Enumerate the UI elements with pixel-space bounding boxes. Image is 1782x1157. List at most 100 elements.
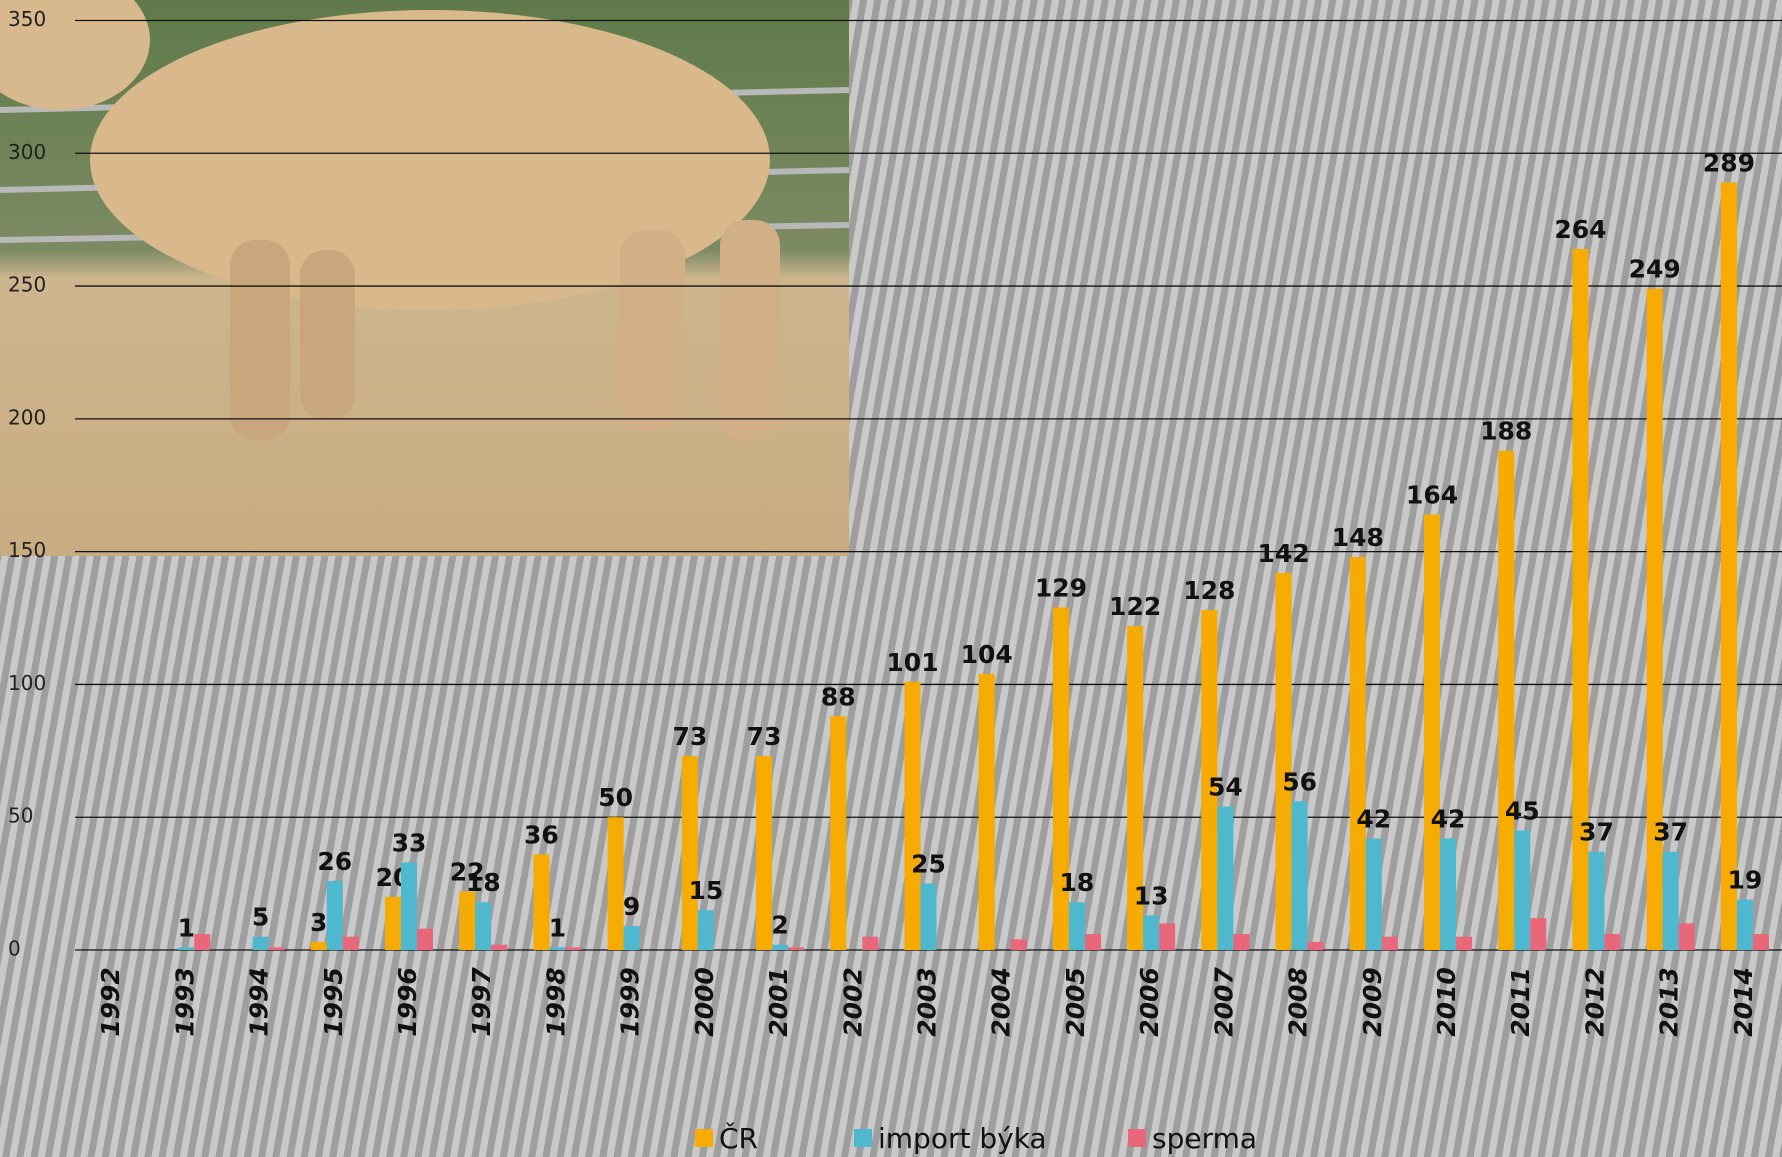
y-tick-label: 300 — [8, 140, 46, 164]
bar — [1737, 900, 1753, 950]
chart: 0501001502002503003501992199311994519953… — [0, 0, 1782, 1157]
data-label: 18 — [466, 868, 501, 897]
data-label: 73 — [672, 722, 707, 751]
bar — [1440, 838, 1456, 950]
bar — [788, 947, 804, 950]
data-label: 249 — [1629, 255, 1681, 284]
data-label: 188 — [1480, 417, 1532, 446]
data-label: 128 — [1183, 576, 1235, 605]
bar — [756, 756, 772, 950]
bar — [194, 934, 210, 950]
bar — [1382, 937, 1398, 950]
data-label: 289 — [1703, 148, 1755, 177]
legend-swatch — [1128, 1129, 1146, 1147]
data-label: 36 — [524, 820, 559, 849]
x-tick-label: 2005 — [1061, 967, 1090, 1037]
bar — [475, 902, 491, 950]
x-tick-label: 1995 — [319, 967, 348, 1037]
legend-label: ČR — [719, 1121, 758, 1155]
y-tick-label: 350 — [8, 7, 46, 31]
bar — [311, 942, 327, 950]
bar — [698, 910, 714, 950]
data-label: 37 — [1653, 818, 1688, 847]
bar — [921, 884, 937, 950]
x-tick-label: 2009 — [1358, 967, 1387, 1037]
data-label: 148 — [1332, 523, 1384, 552]
y-tick-label: 250 — [8, 273, 46, 297]
bar — [1308, 942, 1324, 950]
data-label: 25 — [911, 850, 946, 879]
y-tick-label: 50 — [8, 804, 33, 828]
bar — [1663, 852, 1679, 950]
legend-swatch — [695, 1129, 713, 1147]
data-label: 54 — [1208, 773, 1243, 802]
bar — [1366, 838, 1382, 950]
data-label: 88 — [821, 682, 856, 711]
bar — [1753, 934, 1769, 950]
bar — [533, 854, 549, 950]
bar — [624, 926, 640, 950]
bar — [1456, 937, 1472, 950]
data-label: 18 — [1060, 868, 1095, 897]
legend-swatch — [854, 1129, 872, 1147]
bar — [565, 947, 581, 950]
bar — [417, 929, 433, 950]
x-tick-label: 2002 — [838, 967, 867, 1037]
data-label: 129 — [1035, 573, 1087, 602]
x-tick-label: 2000 — [690, 967, 719, 1037]
data-label: 264 — [1554, 215, 1606, 244]
bar — [979, 674, 995, 950]
data-label: 15 — [688, 876, 723, 905]
data-label: 122 — [1109, 592, 1161, 621]
data-label: 13 — [1134, 881, 1169, 910]
data-label: 5 — [252, 903, 269, 932]
bar — [1143, 915, 1159, 950]
x-tick-label: 2003 — [913, 967, 942, 1037]
bar — [401, 862, 417, 950]
data-label: 104 — [961, 640, 1013, 669]
bar — [772, 945, 788, 950]
y-tick-label: 150 — [8, 538, 46, 562]
x-tick-label: 2010 — [1432, 967, 1461, 1037]
data-label: 1 — [178, 913, 195, 942]
x-tick-label: 2001 — [764, 967, 793, 1037]
bar — [1053, 607, 1069, 950]
bar — [1350, 557, 1366, 950]
x-tick-label: 1994 — [245, 967, 274, 1037]
x-tick-label: 2008 — [1284, 967, 1313, 1037]
x-tick-label: 2011 — [1506, 967, 1535, 1037]
data-label: 19 — [1727, 866, 1762, 895]
bull-photo — [0, 0, 849, 556]
bar — [178, 947, 194, 950]
y-tick-label: 100 — [8, 671, 46, 695]
legend-label: sperma — [1152, 1122, 1257, 1155]
bar — [1588, 852, 1604, 950]
bar — [1276, 573, 1292, 950]
data-label: 2 — [771, 911, 788, 940]
x-tick-label: 2004 — [987, 967, 1016, 1037]
bar — [385, 897, 401, 950]
x-tick-label: 1992 — [96, 967, 125, 1037]
data-label: 101 — [886, 648, 938, 677]
x-tick-label: 2006 — [1135, 967, 1164, 1037]
data-label: 73 — [747, 722, 782, 751]
y-tick-label: 200 — [8, 405, 46, 429]
x-tick-label: 1996 — [393, 967, 422, 1037]
bar — [1424, 514, 1440, 950]
data-label: 42 — [1356, 804, 1391, 833]
legend-label: import býka — [878, 1122, 1047, 1155]
bar — [1159, 923, 1175, 950]
bar — [1604, 934, 1620, 950]
bar — [1069, 902, 1085, 950]
x-tick-label: 2013 — [1655, 967, 1684, 1037]
data-label: 37 — [1579, 818, 1614, 847]
bar — [830, 716, 846, 950]
bar — [1011, 939, 1027, 950]
data-label: 164 — [1406, 480, 1458, 509]
x-tick-label: 1998 — [541, 967, 570, 1037]
bar — [253, 937, 269, 950]
bar — [682, 756, 698, 950]
x-tick-label: 2007 — [1209, 967, 1238, 1037]
bar — [608, 817, 624, 950]
data-label: 56 — [1282, 767, 1317, 796]
